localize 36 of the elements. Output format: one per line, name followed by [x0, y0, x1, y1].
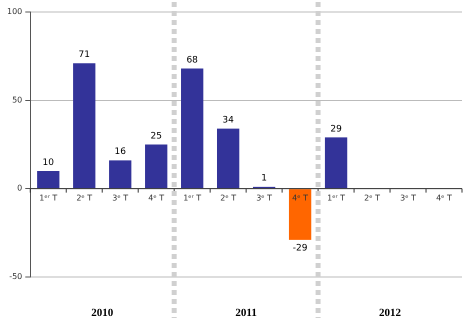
x-tick-label: 3ᵉ T: [256, 194, 272, 203]
text: 2012: [379, 306, 402, 319]
x-tick-label: 1ᵉʳ T: [327, 194, 346, 203]
x-tick-label: 2ᵉ T: [220, 194, 236, 203]
y-tick-label: 100: [6, 7, 22, 16]
bar: [145, 144, 168, 188]
text: 2010: [91, 306, 114, 319]
x-tick-label: 4ᵉ T: [292, 194, 308, 203]
data-label: 68: [186, 55, 198, 66]
data-label: 71: [78, 50, 90, 60]
bar: [109, 160, 132, 188]
data-label: 25: [150, 131, 162, 142]
text: 2011: [235, 306, 257, 319]
y-tick-label: 50: [12, 95, 22, 104]
x-tick-label: 4ᵉ T: [148, 194, 164, 203]
data-label: 29: [330, 124, 342, 134]
x-tick-label: 3ᵉ T: [112, 194, 128, 203]
bar: [324, 137, 348, 188]
bar: [288, 189, 312, 240]
x-tick-label: 2ᵉ T: [76, 194, 92, 203]
x-tick-label: 3ᵉ T: [400, 194, 416, 203]
y-tick-label: -50: [9, 272, 22, 282]
bar: [37, 171, 60, 188]
data-label: 10: [42, 158, 54, 168]
data-label: -29: [292, 244, 308, 254]
x-tick-label: 1ᵉʳ T: [183, 194, 202, 203]
x-tick-label: 4ᵉ T: [436, 194, 452, 203]
x-tick-label: 1ᵉʳ T: [39, 194, 58, 203]
bar: [216, 128, 240, 188]
y-tick-label: 0: [17, 184, 22, 193]
data-label: 16: [114, 147, 126, 158]
bar: [181, 68, 204, 188]
data-label: 1: [261, 174, 267, 184]
x-tick-label: 2ᵉ T: [364, 194, 380, 203]
data-label: 34: [222, 115, 234, 126]
bar: [73, 63, 96, 188]
